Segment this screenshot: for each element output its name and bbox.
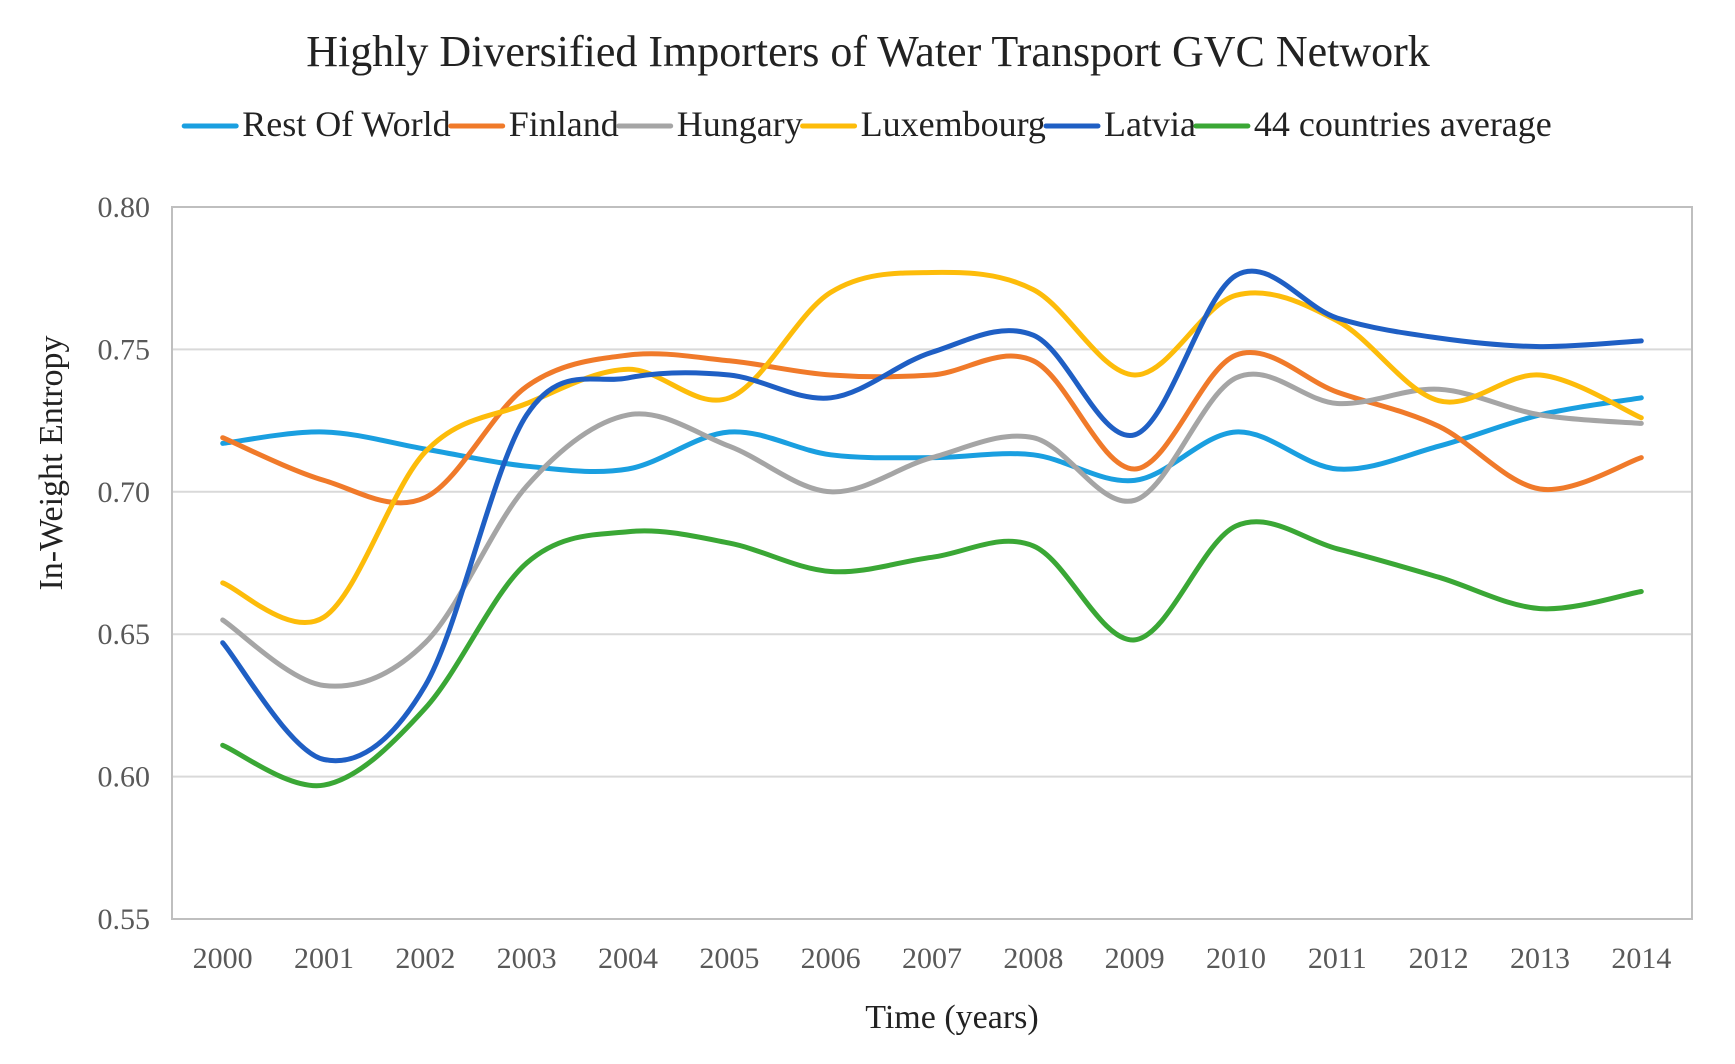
x-axis-label: Time (years): [865, 999, 1038, 1036]
legend-label: Luxembourg: [861, 104, 1046, 144]
x-tick-label: 2010: [1206, 942, 1266, 975]
x-tick-label: 2009: [1105, 942, 1165, 975]
legend-label: Hungary: [677, 104, 803, 144]
series-line-luxembourg: [220, 269, 1644, 626]
x-axis-ticks: 2000 2001 2002 2003 2004 2005 2006 2007 2008 2009…: [193, 942, 1672, 975]
x-tick-label: 2007: [902, 942, 962, 975]
legend: Rest Of World Finland Hungary Luxembourg Lat…: [181, 104, 1552, 144]
y-axis-label: In-Weight Entropy: [33, 335, 70, 590]
x-tick-label: 2001: [294, 942, 354, 975]
x-tick-label: 2008: [1003, 942, 1063, 975]
x-tick-label: 2013: [1510, 942, 1570, 975]
legend-item-finland: Finland: [448, 104, 619, 144]
legend-item-luxembourg: Luxembourg: [800, 104, 1046, 144]
chart-title: Highly Diversified Importers of Water Tr…: [306, 27, 1430, 76]
x-tick-label: 2006: [801, 942, 861, 975]
plot-area-frame: [171, 206, 1693, 920]
series-line-hungary: [220, 371, 1644, 689]
x-tick-label: 2011: [1308, 942, 1367, 975]
x-tick-label: 2000: [193, 942, 253, 975]
y-tick-label: 0.65: [98, 618, 151, 651]
y-tick-label: 0.70: [98, 476, 151, 509]
series-line-latvia: [220, 268, 1644, 764]
legend-label: Rest Of World: [242, 104, 450, 144]
y-axis-ticks: 0.55 0.60 0.65 0.70 0.75 0.80: [98, 191, 151, 936]
legend-item-rest-of-world: Rest Of World: [181, 104, 451, 144]
x-tick-label: 2003: [497, 942, 557, 975]
x-tick-label: 2002: [395, 942, 455, 975]
x-tick-label: 2014: [1611, 942, 1671, 975]
legend-item-44-countries-average: 44 countries average: [1193, 104, 1552, 144]
legend-label: 44 countries average: [1254, 104, 1552, 144]
legend-item-hungary: Hungary: [616, 104, 803, 144]
legend-item-latvia: Latvia: [1043, 104, 1196, 144]
gridlines: [172, 348, 1692, 778]
y-tick-label: 0.55: [98, 903, 151, 936]
legend-label: Finland: [509, 104, 619, 144]
y-tick-label: 0.80: [98, 191, 151, 224]
x-tick-label: 2005: [699, 942, 759, 975]
series-line-finland: [220, 350, 1644, 506]
legend-label: Latvia: [1104, 104, 1196, 144]
y-tick-label: 0.75: [98, 333, 151, 366]
series-line-44-countries-average: [220, 519, 1644, 789]
x-tick-label: 2004: [598, 942, 658, 975]
series-lines: [220, 268, 1644, 789]
y-tick-label: 0.60: [98, 761, 151, 794]
x-tick-label: 2012: [1409, 942, 1469, 975]
